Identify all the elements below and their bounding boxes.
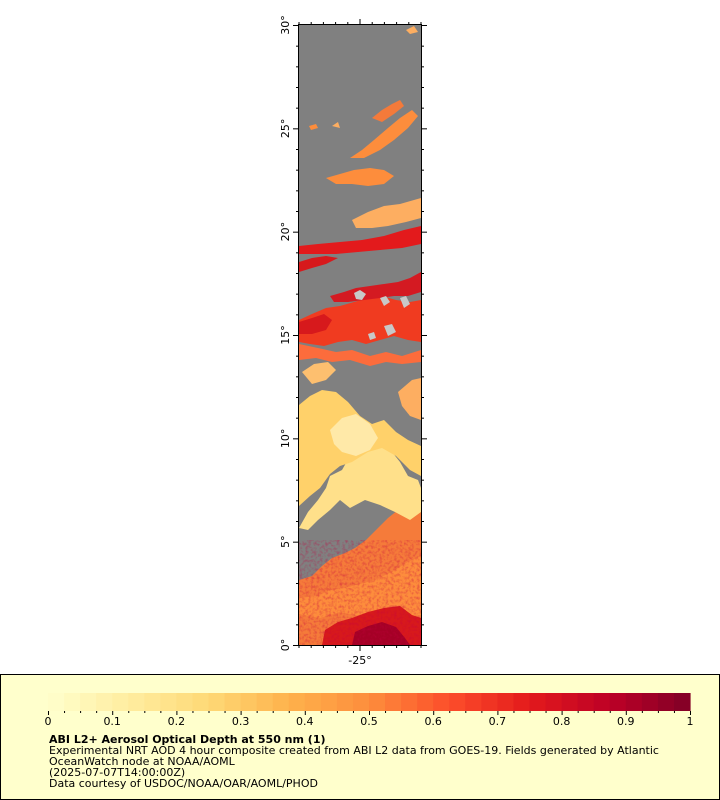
colorbar-tick-label: 0.9 <box>617 715 635 728</box>
map-figure: 0° 5° 10° 15° 20° 25° 30° -25° <box>279 15 427 667</box>
colorbar-cell <box>64 693 81 711</box>
land-patch-3 <box>400 296 410 308</box>
colorbar-cell <box>481 693 498 711</box>
colorbar-cell <box>144 693 161 711</box>
aerosol-region-red-band-dark <box>299 314 332 334</box>
aerosol-streak-small-1 <box>309 124 318 130</box>
lat-tick-label: 15° <box>279 325 292 345</box>
colorbar-tick-label: 0.2 <box>168 715 186 728</box>
legend-credit: Data courtesy of USDOC/NOAA/OAR/AOML/PHO… <box>49 777 318 790</box>
colorbar-cell <box>401 693 418 711</box>
colorbar-cell <box>304 693 322 711</box>
colorbar-tick-label: 0.8 <box>553 715 571 728</box>
colorbar-labels: 0 0.1 0.2 0.3 0.4 0.5 0.6 0.7 0.8 0.9 1 <box>45 715 694 728</box>
colorbar-cell <box>352 693 370 711</box>
longitude-axis <box>298 19 422 651</box>
colorbar-cell <box>369 693 386 711</box>
aerosol-region-mid-patch <box>302 362 336 384</box>
aerosol-streak-small-2 <box>332 122 340 128</box>
aerosol-region-red-band-lower <box>299 344 421 366</box>
land-patch-2 <box>380 296 390 306</box>
aerosol-region-tropical-east <box>299 440 421 530</box>
colorbar-cell <box>449 693 466 711</box>
colorbar-cell <box>128 693 145 711</box>
aerosol-streak-orange-2 <box>326 168 394 186</box>
aerosol-streak-orange-1 <box>352 198 421 228</box>
colorbar-cell <box>625 693 643 711</box>
colorbar-cell <box>48 693 65 711</box>
lat-tick-label: 25° <box>279 119 292 139</box>
aerosol-streak-red-1 <box>299 226 421 254</box>
longitude-tick-label: -25° <box>348 654 371 667</box>
colorbar-cell <box>609 693 627 711</box>
aerosol-streak-red-2 <box>299 256 338 272</box>
colorbar-cell <box>240 693 258 711</box>
colorbar: 0 0.1 0.2 0.3 0.4 0.5 0.6 0.7 0.8 0.9 1 <box>45 693 694 728</box>
colorbar-tick-label: 0 <box>45 715 52 728</box>
map-plot-area[interactable] <box>299 25 421 645</box>
aerosol-streak-orange-3 <box>350 110 418 158</box>
legend-description-line-2: OceanWatch node at NOAA/AOML <box>49 755 235 768</box>
colorbar-cell <box>112 693 129 711</box>
colorbar-cell <box>577 693 595 711</box>
legend-timestamp: (2025-07-07T14:00:00Z) <box>49 766 186 779</box>
colorbar-cell <box>192 693 210 711</box>
colorbar-tick-label: 1 <box>687 715 694 728</box>
colorbar-cell <box>160 693 177 711</box>
colorbar-cell <box>545 693 563 711</box>
colorbar-cell <box>497 693 515 711</box>
lat-tick-label: 30° <box>279 15 292 35</box>
colorbar-tick-label: 0.3 <box>232 715 250 728</box>
colorbar-cell <box>641 693 659 711</box>
colorbar-cell <box>673 693 691 711</box>
colorbar-cell <box>80 693 97 711</box>
land-patch-1 <box>354 290 366 300</box>
lat-tick-label: 10° <box>279 429 292 449</box>
land-patch-4 <box>384 324 396 336</box>
colorbar-cell <box>513 693 531 711</box>
aerosol-region-tropical-pale <box>330 414 378 456</box>
colorbar-cell <box>593 693 611 711</box>
colorbar-cell <box>208 693 226 711</box>
aerosol-speckle-south <box>299 540 421 645</box>
land-patch-5 <box>368 332 376 340</box>
colorbar-cell <box>320 693 338 711</box>
colorbar-cell <box>561 693 579 711</box>
aerosol-streak-orange-4 <box>372 100 404 122</box>
colorbar-cell <box>336 693 354 711</box>
colorbar-cell <box>176 693 194 711</box>
aerosol-streak-small-3 <box>406 26 418 34</box>
colorbar-cell <box>256 693 274 711</box>
colorbar-tick-label: 0.7 <box>489 715 507 728</box>
colorbar-cell <box>272 693 290 711</box>
colorbar-cell <box>433 693 450 711</box>
colorbar-cell <box>288 693 306 711</box>
colorbar-cell <box>417 693 434 711</box>
latitude-axis <box>293 25 427 646</box>
colorbar-cells <box>48 693 691 711</box>
colorbar-ticks <box>48 711 691 715</box>
colorbar-cell <box>96 693 113 711</box>
aerosol-region-east-patch <box>398 378 421 420</box>
legend-title: ABI L2+ Aerosol Optical Depth at 550 nm … <box>49 733 326 746</box>
colorbar-cell <box>657 693 675 711</box>
colorbar-cell <box>529 693 547 711</box>
colorbar-cell <box>224 693 242 711</box>
colorbar-tick-label: 0.6 <box>424 715 442 728</box>
colorbar-tick-label: 0.5 <box>360 715 378 728</box>
lat-tick-label: 0° <box>279 639 292 652</box>
colorbar-tick-label: 0.1 <box>103 715 121 728</box>
lat-tick-label: 20° <box>279 222 292 242</box>
legend-description-line-1: Experimental NRT AOD 4 hour composite cr… <box>49 744 659 757</box>
aerosol-region-red-north <box>330 272 421 302</box>
colorbar-cell <box>385 693 402 711</box>
colorbar-cell <box>465 693 482 711</box>
latitude-tick-labels: 0° 5° 10° 15° 20° 25° 30° <box>279 15 292 651</box>
colorbar-tick-label: 0.4 <box>296 715 314 728</box>
lat-tick-label: 5° <box>279 535 292 548</box>
legend-panel: 0 0.1 0.2 0.3 0.4 0.5 0.6 0.7 0.8 0.9 1 ABI L2+ Ae… <box>0 674 720 800</box>
